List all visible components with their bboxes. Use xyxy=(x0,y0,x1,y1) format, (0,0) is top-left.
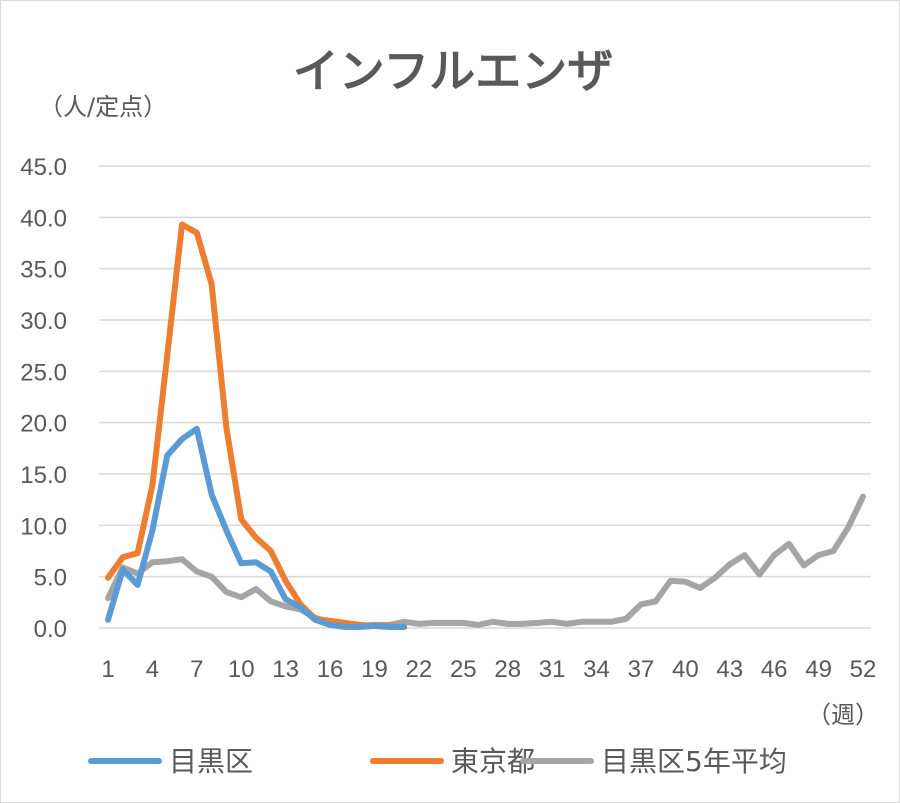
x-tick-label: 52 xyxy=(850,656,877,683)
x-tick-label: 10 xyxy=(228,656,255,683)
x-axis-ticks: 1 4 7 10 13 16 19 22 25 28 31 34 37 40 43 46 49 52 xyxy=(101,656,876,683)
chart-title: インフルエンザ xyxy=(293,44,614,98)
x-tick-label: 31 xyxy=(539,656,566,683)
x-tick-label: 22 xyxy=(406,656,433,683)
x-tick-label: 40 xyxy=(672,656,699,683)
legend-label: 目黒区 xyxy=(169,745,253,778)
legend-label: 目黒区5年平均 xyxy=(601,745,787,778)
y-tick-label: 5.0 xyxy=(34,565,67,592)
series-line-0 xyxy=(105,425,408,630)
y-tick-label: 30.0 xyxy=(20,308,67,335)
x-tick-label: 1 xyxy=(101,656,114,683)
x-tick-label: 43 xyxy=(716,656,743,683)
series-lines xyxy=(105,221,866,630)
y-tick-label: 20.0 xyxy=(20,411,67,438)
x-tick-label: 49 xyxy=(805,656,832,683)
x-tick-label: 4 xyxy=(146,656,159,683)
gridlines xyxy=(99,165,871,629)
y-tick-label: 15.0 xyxy=(20,462,67,489)
x-tick-label: 19 xyxy=(361,656,388,683)
x-tick-label: 37 xyxy=(628,656,655,683)
series-line-2 xyxy=(105,493,866,629)
x-tick-label: 7 xyxy=(190,656,203,683)
x-tick-label: 25 xyxy=(450,656,477,683)
y-tick-label: 45.0 xyxy=(20,154,67,181)
x-tick-label: 13 xyxy=(272,656,299,683)
y-tick-label: 10.0 xyxy=(20,513,67,540)
y-tick-label: 0.0 xyxy=(34,616,67,643)
x-axis-unit-label: （週） xyxy=(807,701,879,729)
y-axis-unit-label: （人/定点） xyxy=(39,93,167,121)
series-line-1 xyxy=(105,221,408,630)
y-tick-label: 40.0 xyxy=(20,205,67,232)
legend: 目黒区 東京都 目黒区5年平均 xyxy=(88,745,787,778)
y-tick-label: 35.0 xyxy=(20,257,67,284)
x-tick-label: 16 xyxy=(317,656,344,683)
x-tick-label: 28 xyxy=(494,656,521,683)
y-axis-ticks: 0.0 5.0 10.0 15.0 20.0 25.0 30.0 35.0 40.0 45.0 xyxy=(20,154,67,643)
x-tick-label: 46 xyxy=(761,656,788,683)
x-tick-label: 34 xyxy=(583,656,610,683)
y-tick-label: 25.0 xyxy=(20,359,67,386)
